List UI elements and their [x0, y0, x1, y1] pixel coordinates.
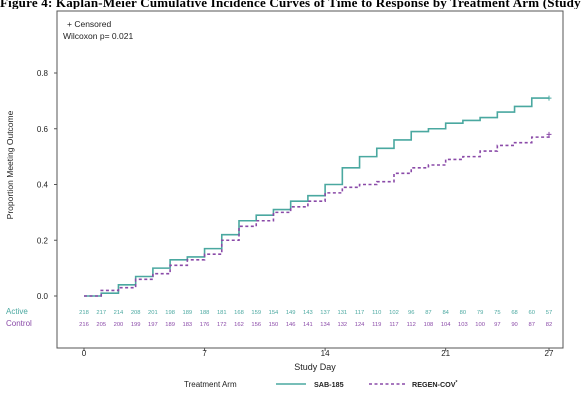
risk-count: 79	[477, 310, 483, 316]
risk-count: 156	[251, 322, 261, 328]
y-tick-label: 0.0	[37, 292, 49, 301]
x-tick-label: 0	[82, 349, 87, 358]
risk-count: 124	[355, 322, 365, 328]
risk-count: 176	[200, 322, 210, 328]
risk-count: 87	[529, 322, 535, 328]
risk-count: 97	[494, 322, 500, 328]
risk-count: 149	[286, 310, 296, 316]
figure-title: Figure 4: Kaplan-Meier Cumulative Incide…	[0, 0, 581, 9]
risk-count: 189	[182, 310, 192, 316]
y-tick-label: 0.6	[37, 125, 49, 134]
risk-count: 110	[372, 310, 381, 316]
risk-count: 168	[234, 310, 244, 316]
risk-count: 112	[407, 322, 416, 328]
risk-count: 119	[372, 322, 381, 328]
censor-mark	[546, 95, 552, 101]
risk-count: 216	[79, 322, 89, 328]
risk-row-label: Control	[6, 319, 32, 328]
plot-frame	[56, 10, 564, 349]
risk-count: 199	[131, 322, 141, 328]
risk-count: 131	[337, 310, 347, 316]
risk-count: 117	[355, 310, 364, 316]
risk-count: 57	[546, 310, 552, 316]
risk-count: 100	[475, 322, 485, 328]
risk-count: 117	[389, 322, 398, 328]
x-ticks: 0 7 14 21 27	[82, 348, 554, 358]
legend-label-regencov-text: REGEN-COV	[412, 380, 456, 389]
risk-count: 159	[251, 310, 261, 316]
x-tick-label: 21	[441, 349, 450, 358]
risk-count: 68	[511, 310, 517, 316]
risk-count: 90	[511, 322, 517, 328]
risk-count: 197	[148, 322, 158, 328]
risk-count: 214	[114, 310, 124, 316]
risk-count: 87	[425, 310, 431, 316]
risk-count: 181	[217, 310, 227, 316]
series-layer	[84, 95, 552, 297]
risk-count: 150	[269, 322, 279, 328]
y-ticks: 0.0 0.2 0.4 0.6 0.8	[37, 69, 57, 301]
risk-count: 108	[424, 322, 434, 328]
risk-count: 172	[217, 322, 227, 328]
y-tick-label: 0.8	[37, 69, 49, 78]
risk-count: 103	[458, 322, 468, 328]
risk-count: 218	[79, 310, 89, 316]
risk-count: 80	[460, 310, 466, 316]
risk-count: 217	[96, 310, 106, 316]
risk-table: Active 218 217 214 208 201 198 189 188 181 168 159 1…	[6, 307, 552, 328]
y-axis-label: Proportion Meeting Outcome	[5, 110, 15, 219]
y-tick-label: 0.2	[37, 236, 49, 245]
risk-count: 60	[529, 310, 535, 316]
risk-count: 104	[441, 322, 451, 328]
y-tick-label: 0.4	[37, 181, 49, 190]
risk-row-label: Active	[6, 307, 28, 316]
legend: Treatment Arm SAB-185 REGEN-COV*	[184, 380, 458, 389]
legend-label-sab185: SAB-185	[314, 380, 344, 389]
series-line-sab185	[84, 97, 549, 297]
x-tick-label: 27	[545, 349, 554, 358]
legend-label-regencov: REGEN-COV*	[412, 380, 458, 389]
risk-count: 141	[303, 322, 313, 328]
risk-count: 189	[165, 322, 175, 328]
risk-count: 75	[494, 310, 500, 316]
risk-count: 132	[337, 322, 347, 328]
risk-count: 102	[389, 310, 399, 316]
censored-note: + Censored	[67, 19, 111, 29]
risk-count: 205	[96, 322, 106, 328]
risk-count: 82	[546, 322, 552, 328]
censor-mark	[546, 131, 552, 137]
legend-title: Treatment Arm	[184, 380, 237, 389]
risk-count: 198	[165, 310, 175, 316]
risk-count: 208	[131, 310, 141, 316]
series-line-regencov	[84, 134, 550, 297]
risk-count: 146	[286, 322, 296, 328]
x-tick-label: 14	[321, 349, 330, 358]
risk-count: 84	[442, 310, 449, 316]
risk-count: 200	[114, 322, 124, 328]
x-axis-label: Study Day	[294, 362, 336, 372]
risk-count: 162	[234, 322, 244, 328]
risk-count: 134	[320, 322, 330, 328]
wilcoxon-note: Wilcoxon p= 0.021	[63, 31, 133, 41]
risk-count: 183	[182, 322, 192, 328]
risk-count: 143	[303, 310, 313, 316]
risk-count: 96	[408, 310, 414, 316]
risk-count: 154	[269, 310, 279, 316]
x-tick-label: 7	[202, 349, 207, 358]
legend-label-regencov-sup: *	[456, 380, 458, 386]
risk-count: 201	[148, 310, 158, 316]
risk-count: 188	[200, 310, 210, 316]
risk-count: 137	[320, 310, 330, 316]
